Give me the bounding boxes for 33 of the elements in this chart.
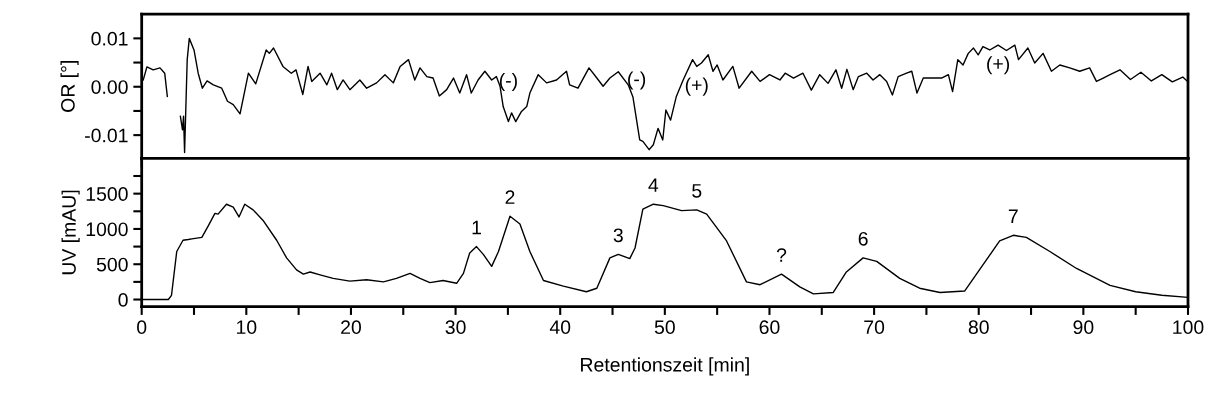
annotation: 6 bbox=[858, 231, 868, 246]
x-tick-label: 20 bbox=[341, 320, 361, 335]
annotation: 5 bbox=[692, 184, 702, 198]
x-tick-label: 60 bbox=[759, 320, 780, 335]
x-tick-label: 40 bbox=[549, 320, 571, 335]
y-axis-title: UV [mAU] bbox=[61, 190, 80, 275]
y-tick-label: 0.00 bbox=[91, 80, 128, 94]
annotation: 4 bbox=[648, 178, 659, 192]
y-tick-label: 0 bbox=[118, 292, 128, 307]
y-tick-label: 500 bbox=[96, 257, 128, 272]
annotation: 2 bbox=[505, 190, 515, 204]
annotation: (-) bbox=[499, 72, 517, 92]
x-tick-label: 80 bbox=[968, 320, 989, 335]
annotation: (+) bbox=[987, 56, 1010, 75]
x-tick-label: 90 bbox=[1073, 320, 1094, 335]
x-tick-label: 30 bbox=[445, 320, 466, 335]
y-axis-title: OR [°] bbox=[60, 61, 79, 112]
annotation: ? bbox=[776, 248, 787, 262]
y-tick-label: -0.01 bbox=[85, 128, 128, 143]
y-tick-label: 0.01 bbox=[91, 31, 128, 46]
x-tick-label: 50 bbox=[654, 320, 675, 335]
annotation: (+) bbox=[685, 77, 708, 96]
annotation: 7 bbox=[1008, 209, 1018, 223]
x-tick-label: 10 bbox=[236, 320, 257, 335]
y-tick-label: 1500 bbox=[86, 187, 128, 201]
y-tick-label: 1000 bbox=[86, 222, 128, 237]
x-tick-label: 70 bbox=[864, 320, 885, 335]
annotation: 3 bbox=[613, 228, 623, 243]
annotation: 1 bbox=[472, 220, 481, 235]
x-tick-label: 0 bbox=[137, 320, 147, 335]
x-axis-title: Retentionszeit [min] bbox=[581, 357, 749, 376]
annotation: (-) bbox=[628, 71, 646, 90]
x-tick-label: 100 bbox=[1173, 320, 1204, 335]
